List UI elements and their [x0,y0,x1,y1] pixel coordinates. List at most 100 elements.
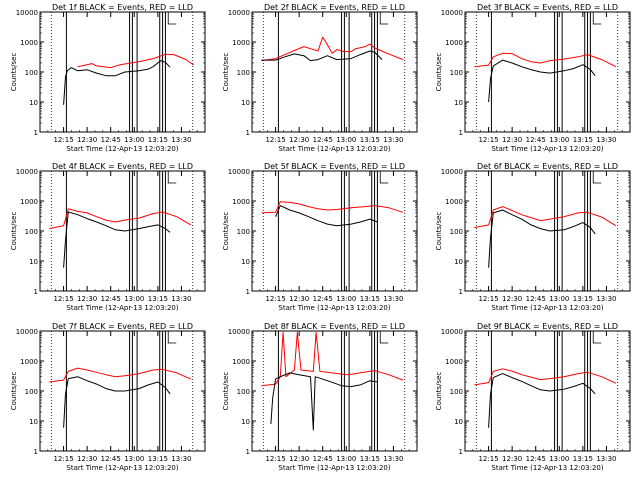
bracket-marker [167,12,177,25]
y-tick-label: 1 [34,448,38,456]
y-tick-label: 100 [237,228,250,236]
panel-frame [464,170,631,292]
x-tick-label: 12:45 [313,455,333,463]
panel-frame [464,11,631,133]
panel-title: Det 1f BLACK = Events, RED = LLD [52,3,193,12]
x-tick-label: 13:00 [124,295,144,303]
y-tick-label: 10 [454,99,463,107]
y-axis-label: Counts/sec [435,53,443,92]
x-tick-label: 12:45 [526,455,546,463]
detector-panel-9: Det 9f BLACK = Events, RED = LLD 1 10 100 10… [435,322,631,472]
panel-frame [39,11,206,133]
detector-panel-5: Det 5f BLACK = Events, RED = LLD 1 10 100 10… [222,162,418,312]
y-axis-label: Counts/sec [222,53,230,92]
lld-series-line [49,367,192,383]
bracket-marker [167,171,177,184]
y-tick-label: 1 [246,448,250,456]
x-tick-label: 13:30 [596,295,616,303]
x-tick-label: 13:15 [148,295,168,303]
lld-series-line [49,208,192,230]
x-tick-label: 13:15 [573,136,593,144]
x-tick-label: 13:15 [360,295,380,303]
y-tick-label: 1000 [232,198,250,206]
y-axis-label: Counts/sec [10,372,18,411]
x-axis-label: Start Time (12-Apr-13 12:03:20) [278,304,390,312]
detector-panel-1: Det 1f BLACK = Events, RED = LLD 1 10 100 10… [10,3,206,153]
panel-title: Det 9f BLACK = Events, RED = LLD [477,322,618,331]
x-tick-label: 12:15 [53,136,73,144]
x-tick-label: 12:15 [265,455,285,463]
y-tick-label: 100 [237,388,250,396]
panel-title: Det 2f BLACK = Events, RED = LLD [264,3,405,12]
panel-title: Det 8f BLACK = Events, RED = LLD [264,322,405,331]
y-tick-label: 1 [34,288,38,296]
x-tick-label: 12:45 [101,295,121,303]
x-tick-label: 13:15 [148,455,168,463]
detector-panel-6: Det 6f BLACK = Events, RED = LLD 1 10 100 10… [435,162,631,312]
bracket-marker [592,331,602,344]
y-tick-label: 10 [241,418,250,426]
x-axis-label: Start Time (12-Apr-13 12:03:20) [66,464,178,472]
x-tick-label: 12:30 [289,455,309,463]
x-tick-label: 12:15 [478,455,498,463]
lld-series-line [261,201,404,214]
events-series-line [488,59,596,103]
x-axis-label: Start Time (12-Apr-13 12:03:20) [491,464,603,472]
y-tick-label: 100 [450,69,463,77]
y-tick-label: 1000 [232,39,250,47]
x-tick-label: 13:15 [360,455,380,463]
y-tick-label: 100 [25,388,38,396]
x-tick-label: 12:45 [313,136,333,144]
x-tick-label: 13:00 [336,136,356,144]
x-tick-label: 12:15 [478,136,498,144]
x-tick-label: 12:30 [77,295,97,303]
detector-panel-7: Det 7f BLACK = Events, RED = LLD 1 10 100 10… [10,322,206,472]
x-axis-label: Start Time (12-Apr-13 12:03:20) [491,145,603,153]
x-tick-label: 12:15 [53,455,73,463]
events-series-line [488,209,596,268]
bracket-marker [592,12,602,25]
bracket-marker [379,331,389,344]
y-tick-label: 10000 [16,328,38,336]
x-tick-label: 12:30 [289,295,309,303]
x-axis-label: Start Time (12-Apr-13 12:03:20) [491,304,603,312]
x-axis-label: Start Time (12-Apr-13 12:03:20) [66,304,178,312]
y-tick-label: 1000 [232,358,250,366]
events-series-line [275,205,378,227]
y-tick-label: 1000 [20,39,38,47]
panel-title: Det 6f BLACK = Events, RED = LLD [477,162,618,171]
y-tick-label: 10 [29,99,38,107]
y-tick-label: 10 [29,418,38,426]
x-tick-label: 13:00 [124,136,144,144]
x-tick-label: 13:15 [360,136,380,144]
y-tick-label: 100 [25,228,38,236]
y-axis-label: Counts/sec [10,53,18,92]
y-axis-label: Counts/sec [10,212,18,251]
panel-frame [251,170,418,292]
y-tick-label: 10000 [16,168,38,176]
x-tick-label: 13:15 [573,455,593,463]
bracket-marker [167,331,177,344]
x-tick-label: 12:30 [502,136,522,144]
detector-panel-3: Det 3f BLACK = Events, RED = LLD 1 10 100 10… [435,3,631,153]
y-tick-label: 10 [454,418,463,426]
x-tick-label: 12:15 [53,295,73,303]
x-tick-label: 12:30 [502,295,522,303]
x-tick-label: 13:00 [549,295,569,303]
x-tick-label: 12:30 [502,455,522,463]
panel-title: Det 7f BLACK = Events, RED = LLD [52,322,193,331]
y-tick-label: 10 [29,258,38,266]
x-tick-label: 12:15 [478,295,498,303]
events-series-line [63,376,171,428]
events-series-line [261,50,383,62]
y-tick-label: 1000 [445,39,463,47]
detector-panel-4: Det 4f BLACK = Events, RED = LLD 1 10 100 10… [10,162,206,312]
x-tick-label: 12:45 [101,136,121,144]
bracket-marker [379,171,389,184]
x-tick-label: 13:30 [383,136,403,144]
lld-series-line [474,368,617,386]
y-tick-label: 1 [459,288,463,296]
y-tick-label: 10000 [228,328,250,336]
y-axis-label: Counts/sec [222,212,230,251]
